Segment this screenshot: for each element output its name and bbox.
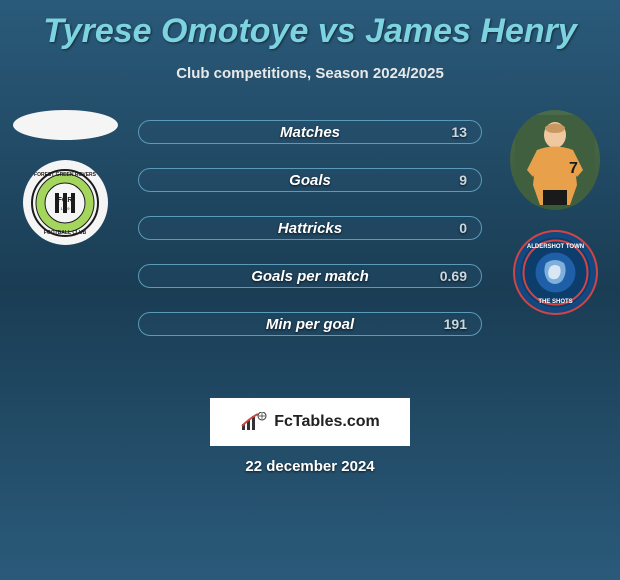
player-right-avatar: 7 — [510, 110, 600, 210]
club-badge-right: ALDERSHOT TOWN THE SHOTS — [513, 230, 598, 315]
fgr-badge-icon: FOREST GREEN ROVERS FOOTBALL CLUB FGR 18… — [30, 168, 100, 238]
page-title: Tyrese Omotoye vs James Henry — [0, 0, 620, 51]
stat-right-value: 0 — [459, 220, 467, 236]
player-icon: 7 — [515, 115, 595, 205]
player-left-avatar — [13, 110, 118, 140]
footer-site-name: FcTables.com — [274, 413, 380, 431]
subtitle: Club competitions, Season 2024/2025 — [0, 65, 620, 82]
stat-row-matches: Matches 13 — [138, 120, 482, 144]
right-column: 7 ALDERSHOT TOWN THE SHOTS — [500, 110, 610, 336]
stat-label: Min per goal — [266, 316, 354, 333]
date-label: 22 december 2024 — [245, 458, 374, 475]
stat-row-gpm: Goals per match 0.69 — [138, 264, 482, 288]
svg-text:FOREST GREEN ROVERS: FOREST GREEN ROVERS — [34, 172, 97, 178]
stat-row-mpg: Min per goal 191 — [138, 312, 482, 336]
svg-text:ALDERSHOT TOWN: ALDERSHOT TOWN — [526, 244, 583, 250]
stat-label: Matches — [280, 124, 340, 141]
aldershot-badge-icon: ALDERSHOT TOWN THE SHOTS — [518, 235, 593, 310]
stat-row-goals: Goals 9 — [138, 168, 482, 192]
stat-label: Hattricks — [278, 220, 342, 237]
svg-text:FOOTBALL CLUB: FOOTBALL CLUB — [44, 230, 87, 236]
svg-text:THE SHOTS: THE SHOTS — [538, 299, 572, 305]
club-badge-left: FOREST GREEN ROVERS FOOTBALL CLUB FGR 18… — [23, 160, 108, 245]
stat-label: Goals per match — [251, 268, 369, 285]
stats-column: Matches 13 Goals 9 Hattricks 0 Goals per… — [120, 110, 500, 336]
svg-text:FGR: FGR — [58, 197, 73, 204]
stat-right-value: 13 — [451, 124, 467, 140]
footer-badge: FcTables.com — [210, 398, 410, 446]
stat-right-value: 9 — [459, 172, 467, 188]
content-area: FOREST GREEN ROVERS FOOTBALL CLUB FGR 18… — [0, 110, 620, 336]
stat-label: Goals — [289, 172, 331, 189]
svg-text:1889: 1889 — [61, 206, 71, 211]
stat-right-value: 191 — [444, 316, 467, 332]
stat-row-hattricks: Hattricks 0 — [138, 216, 482, 240]
svg-text:7: 7 — [569, 160, 578, 177]
fctables-logo-icon — [240, 412, 268, 432]
left-column: FOREST GREEN ROVERS FOOTBALL CLUB FGR 18… — [10, 110, 120, 336]
stat-right-value: 0.69 — [440, 268, 467, 284]
